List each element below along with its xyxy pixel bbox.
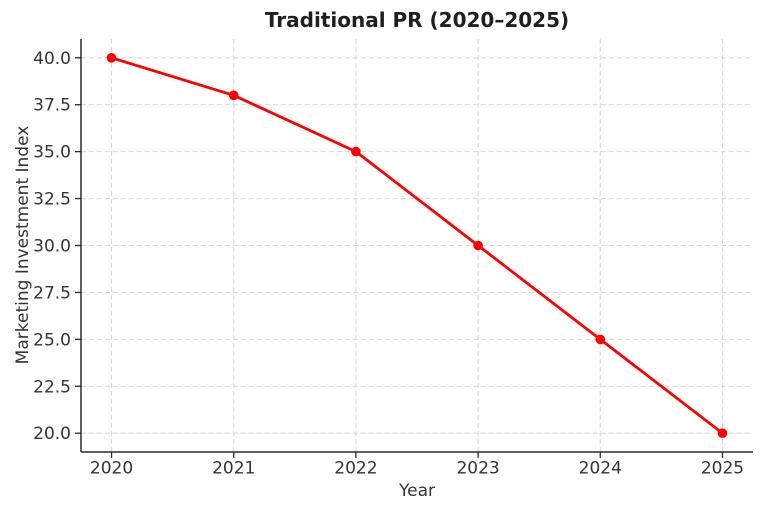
y-tick-label: 30.0 — [33, 237, 71, 257]
data-point — [106, 53, 117, 63]
x-tick-label: 2022 — [334, 459, 377, 479]
y-axis-label: Marketing Investment Index — [13, 126, 33, 365]
y-tick-label: 32.5 — [33, 190, 71, 210]
x-tick-label: 2023 — [456, 459, 499, 479]
series-line — [110, 56, 724, 435]
chart-title: Traditional PR (2020–2025) — [265, 8, 569, 32]
x-tick-label: 2024 — [579, 459, 622, 479]
plot-area: 20.0 22.5 25.0 27.5 30.0 32.5 35.0 37.5 40.0 2020… — [33, 39, 753, 479]
y-tick-label: 35.0 — [33, 143, 71, 163]
y-tick-label: 37.5 — [33, 96, 71, 116]
x-axis-label: Year — [398, 481, 435, 501]
y-tick-label: 20.0 — [33, 424, 71, 444]
data-point — [717, 428, 728, 439]
data-point — [228, 90, 239, 101]
y-tick-label: 22.5 — [33, 377, 71, 397]
y-tick-label: 27.5 — [33, 283, 71, 303]
y-tick-label: 40.0 — [33, 49, 71, 69]
x-tick-label: 2021 — [212, 459, 255, 479]
x-tick-label: 2025 — [701, 459, 744, 479]
y-tick-label: 25.0 — [33, 330, 71, 350]
x-tick-label: 2020 — [90, 459, 133, 479]
data-point — [595, 334, 606, 345]
data-point — [351, 146, 361, 157]
data-point — [473, 240, 483, 251]
